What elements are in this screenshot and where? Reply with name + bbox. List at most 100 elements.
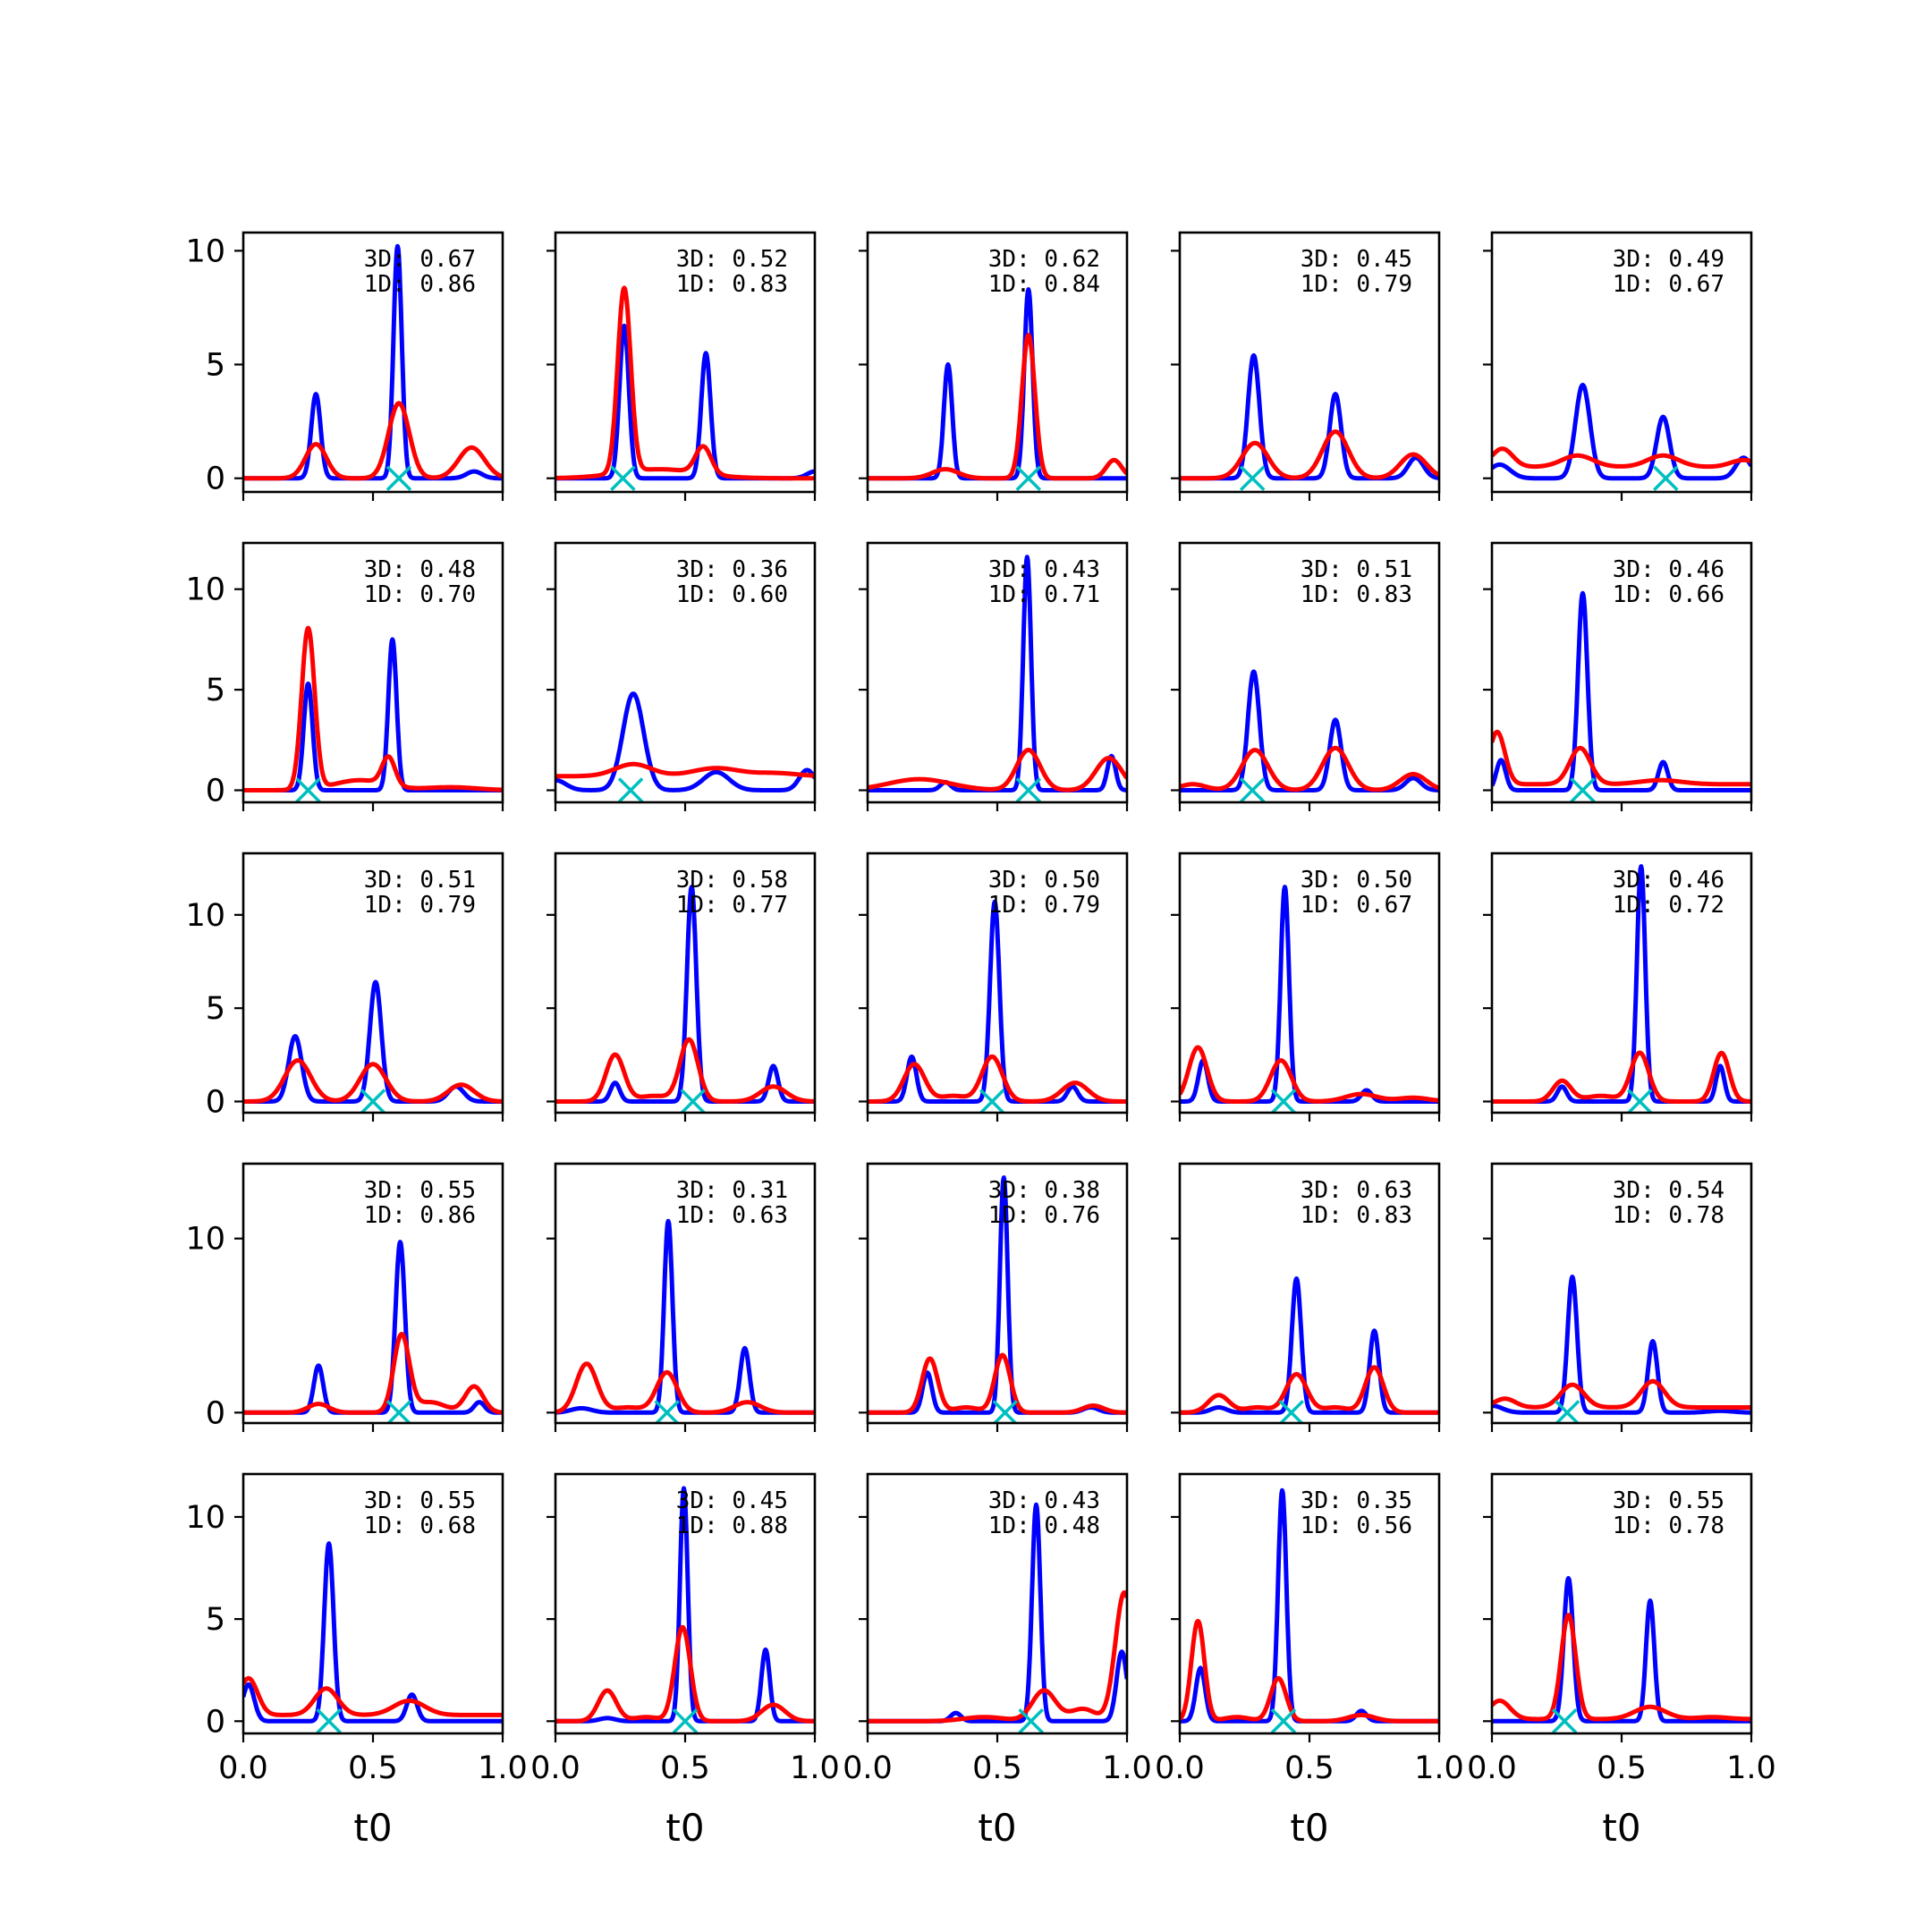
score-annotation-3d: 3D: 0.43 [988, 556, 1100, 583]
plot-area-r3c0 [243, 1240, 503, 1423]
blue-series-line-r2c1 [555, 885, 815, 1104]
score-annotation-1d: 1D: 0.72 [1613, 892, 1724, 919]
red-series-line-r4c3 [1180, 1618, 1439, 1724]
plot-area-r3c3 [1180, 1276, 1439, 1423]
blue-series-line-r3c4 [1492, 1275, 1751, 1415]
plot-area-r0c2 [868, 287, 1127, 491]
score-annotation-1d: 1D: 0.78 [1613, 1513, 1724, 1539]
score-annotation-3d: 3D: 0.45 [676, 1487, 788, 1514]
red-series-line-r0c4 [1492, 446, 1751, 470]
red-series-line-r2c4 [1492, 1050, 1751, 1104]
x-tick-label: 0.0 [1155, 1750, 1205, 1786]
x-marker-r3c4 [1554, 1400, 1580, 1423]
x-axis-label: t0 [353, 1806, 392, 1850]
score-annotation-1d: 1D: 0.79 [988, 892, 1100, 919]
plot-area-r1c1 [555, 691, 815, 802]
score-annotation-3d: 3D: 0.31 [676, 1177, 788, 1204]
x-marker-r1c0 [295, 777, 321, 802]
score-annotation-1d: 1D: 0.67 [1613, 271, 1724, 298]
x-marker-r0c1 [610, 465, 636, 491]
x-marker-r4c1 [672, 1708, 699, 1733]
plot-area-r4c0 [243, 1541, 503, 1733]
x-marker-r0c2 [1015, 465, 1042, 491]
plot-area-r1c3 [1180, 669, 1439, 802]
x-tick-label: 0.0 [843, 1750, 893, 1786]
y-tick-label: 0 [206, 462, 225, 497]
plot-area-r3c1 [555, 1218, 815, 1423]
x-marker-r2c1 [680, 1089, 706, 1113]
score-annotation-1d: 1D: 0.79 [1301, 271, 1412, 298]
score-annotation-1d: 1D: 0.76 [988, 1202, 1100, 1229]
x-tick-label: 0.0 [1467, 1750, 1517, 1786]
score-annotation-1d: 1D: 0.68 [364, 1513, 476, 1539]
x-axis-label: t0 [665, 1806, 704, 1850]
plot-area-r0c0 [243, 243, 503, 491]
x-marker-r4c0 [316, 1708, 342, 1733]
red-series-line-r4c2 [868, 1589, 1127, 1724]
x-tick-label: 0.5 [1284, 1750, 1335, 1786]
score-annotation-3d: 3D: 0.55 [364, 1177, 476, 1204]
y-tick-label: 5 [206, 673, 225, 708]
x-marker-r2c4 [1627, 1089, 1653, 1113]
red-series-line-r2c2 [868, 1054, 1127, 1104]
x-tick-label: 1.0 [1102, 1750, 1152, 1786]
y-tick-label: 10 [185, 1500, 225, 1536]
score-annotation-1d: 1D: 0.66 [1613, 581, 1724, 608]
x-marker-r4c2 [1018, 1708, 1044, 1733]
score-annotation-1d: 1D: 0.56 [1301, 1513, 1412, 1539]
score-annotation-3d: 3D: 0.38 [988, 1177, 1100, 1204]
red-series-line-r3c4 [1492, 1378, 1751, 1410]
score-annotation-3d: 3D: 0.50 [988, 867, 1100, 894]
y-tick-label: 0 [206, 1084, 225, 1120]
x-marker-r0c4 [1653, 465, 1679, 491]
red-series-line-r1c0 [243, 625, 503, 792]
plot-area-r1c2 [868, 555, 1127, 802]
red-series-line-r0c0 [243, 401, 503, 481]
plot-area-r2c3 [1180, 885, 1439, 1113]
plot-area-r0c1 [555, 285, 815, 491]
score-annotation-3d: 3D: 0.67 [364, 246, 476, 273]
blue-series-line-r2c2 [868, 899, 1127, 1104]
red-series-line-r2c0 [243, 1058, 503, 1104]
x-tick-label: 0.0 [218, 1750, 268, 1786]
x-marker-r1c4 [1570, 777, 1596, 802]
score-annotation-1d: 1D: 0.88 [676, 1513, 788, 1539]
red-series-line-r2c1 [555, 1037, 815, 1104]
score-annotation-3d: 3D: 0.46 [1613, 556, 1724, 583]
y-tick-label: 0 [206, 1704, 225, 1740]
score-annotation-1d: 1D: 0.60 [676, 581, 788, 608]
score-annotation-1d: 1D: 0.48 [988, 1513, 1100, 1539]
x-marker-r3c0 [386, 1400, 412, 1423]
x-marker-r2c2 [979, 1089, 1005, 1113]
score-annotation-1d: 1D: 0.83 [1301, 1202, 1412, 1229]
plot-area-r3c4 [1492, 1275, 1751, 1423]
score-annotation-1d: 1D: 0.78 [1613, 1202, 1724, 1229]
x-marker-r1c3 [1239, 777, 1266, 802]
x-axis-label: t0 [978, 1806, 1016, 1850]
score-annotation-1d: 1D: 0.79 [364, 892, 476, 919]
plot-area-r1c4 [1492, 590, 1751, 802]
x-tick-label: 1.0 [478, 1750, 528, 1786]
x-marker-r0c3 [1239, 465, 1266, 491]
plot-area-r4c1 [555, 1486, 815, 1733]
x-marker-r2c3 [1270, 1089, 1297, 1113]
x-tick-label: 1.0 [1726, 1750, 1776, 1786]
score-annotation-1d: 1D: 0.71 [988, 581, 1100, 608]
plot-area-r4c3 [1180, 1487, 1439, 1733]
score-annotation-1d: 1D: 0.67 [1301, 892, 1412, 919]
score-annotation-3d: 3D: 0.36 [676, 556, 788, 583]
y-tick-label: 5 [206, 348, 225, 384]
score-annotation-1d: 1D: 0.84 [988, 271, 1100, 298]
